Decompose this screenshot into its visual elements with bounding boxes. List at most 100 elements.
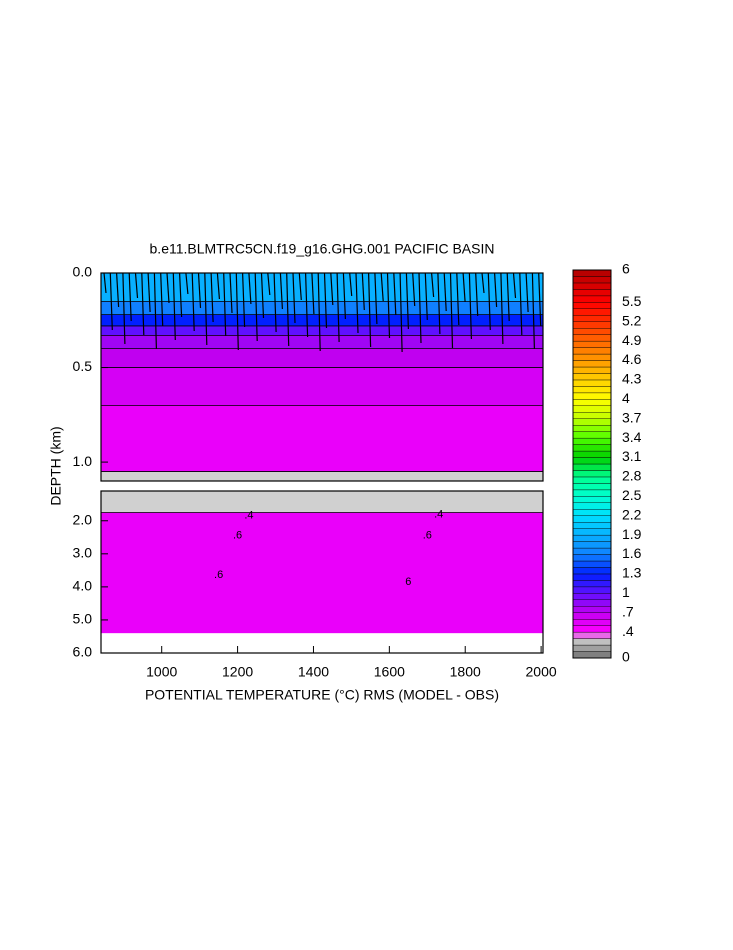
contour-detail (128, 272, 132, 322)
contour-detail (443, 272, 447, 312)
contour-detail (134, 272, 139, 299)
contour-detail (109, 272, 113, 331)
contour-detail (153, 272, 157, 350)
colorbar-box (572, 522, 612, 529)
contour-label: .6 (214, 569, 223, 581)
colorbar-box (572, 373, 612, 381)
colorbar-box (572, 599, 612, 607)
colorbar-label: 0 (622, 649, 630, 665)
contour-detail (160, 272, 164, 327)
contour-detail (456, 272, 460, 326)
colorbar-box (572, 392, 612, 400)
contour-detail (525, 272, 529, 313)
colorbar-box (572, 457, 612, 465)
colorbar-label: 1.6 (622, 545, 642, 561)
contour-detail (311, 272, 315, 315)
colorbar-box (572, 353, 612, 361)
contour-band (101, 301, 543, 315)
colorbar-box (572, 289, 612, 297)
colorbar-box (572, 489, 612, 497)
colorbar-box (572, 334, 612, 342)
colorbar-label: 3.1 (622, 448, 642, 464)
contour-detail (141, 272, 145, 336)
colorbar-label: 1.3 (622, 565, 642, 581)
colorbar-box (572, 470, 612, 478)
contour-band (101, 367, 543, 406)
colorbar-box (572, 586, 612, 594)
contour-detail (531, 272, 535, 350)
y-tick-label: 5.0 (73, 611, 93, 627)
contour-label: .6 (233, 530, 242, 542)
contour-detail (267, 272, 271, 296)
contour-band (101, 405, 543, 472)
colorbar-box (572, 509, 612, 516)
contour-detail (487, 272, 491, 331)
colorbar-box (572, 483, 612, 491)
contour-detail (172, 272, 176, 341)
contour-detail (292, 272, 296, 324)
colorbar-label: 4.3 (622, 371, 642, 387)
contour-detail (279, 272, 283, 310)
colorbar-box (572, 386, 612, 394)
colorbar-label: 1.9 (622, 526, 642, 542)
colorbar-label: .7 (622, 603, 634, 619)
y-tick-label: 0.0 (73, 264, 93, 280)
colorbar-label: 4.6 (622, 351, 642, 367)
colorbar-box (572, 625, 612, 633)
contour-detail (538, 272, 542, 327)
colorbar-box (572, 308, 612, 316)
y-tick-label: 1.0 (73, 453, 93, 469)
colorbar-box (572, 496, 612, 504)
contour-label: .6 (423, 530, 432, 542)
contour-detail (405, 272, 409, 330)
y-tick-label: 0.5 (73, 358, 93, 374)
contour-detail (500, 272, 504, 345)
colorbar-label: 2.5 (622, 487, 642, 503)
contour-detail (103, 272, 107, 294)
contour-band (101, 348, 543, 368)
contour-detail (374, 272, 378, 325)
x-tick-label: 1200 (222, 664, 253, 680)
contour-detail (399, 272, 403, 353)
contour-detail (317, 272, 321, 352)
contour-detail (393, 272, 397, 316)
contour-detail (242, 272, 246, 328)
colorbar-label: 2.2 (622, 506, 642, 522)
colorbar-box (572, 541, 612, 549)
colorbar-box (572, 580, 612, 588)
colorbar-box (572, 444, 612, 452)
colorbar-box (572, 405, 612, 413)
colorbar-box (572, 321, 612, 329)
colorbar-box (572, 437, 612, 445)
colorbar-box (572, 554, 612, 562)
contour-detail (380, 272, 384, 302)
colorbar-box (572, 463, 612, 471)
contour-detail (468, 272, 472, 340)
contour-detail (368, 272, 372, 348)
colorbar-box (572, 379, 612, 387)
colorbar-label: 3.4 (622, 429, 642, 445)
colorbar-label: 4.9 (622, 332, 642, 348)
contour-detail (223, 272, 227, 337)
colorbar-label: 3.7 (622, 409, 642, 425)
colorbar-box (572, 302, 612, 310)
colorbar-box (572, 606, 612, 613)
contour-detail (305, 272, 309, 338)
contour-detail (185, 272, 189, 295)
contour-detail (191, 272, 195, 332)
contour-detail (204, 272, 208, 346)
colorbar-label: 5.2 (622, 312, 642, 328)
contour-detail (475, 272, 479, 317)
contour-detail (424, 272, 428, 321)
colorbar-frame (572, 269, 612, 659)
colorbar-box (572, 276, 612, 284)
colorbar-box (572, 638, 612, 646)
contour-detail (349, 272, 353, 297)
contour-detail (462, 272, 466, 303)
contour-detail (506, 272, 510, 322)
colorbar-label: .4 (622, 623, 634, 639)
colorbar-label: 1 (622, 584, 630, 600)
colorbar-label: 5.5 (622, 293, 642, 309)
contour-detail (229, 272, 233, 314)
